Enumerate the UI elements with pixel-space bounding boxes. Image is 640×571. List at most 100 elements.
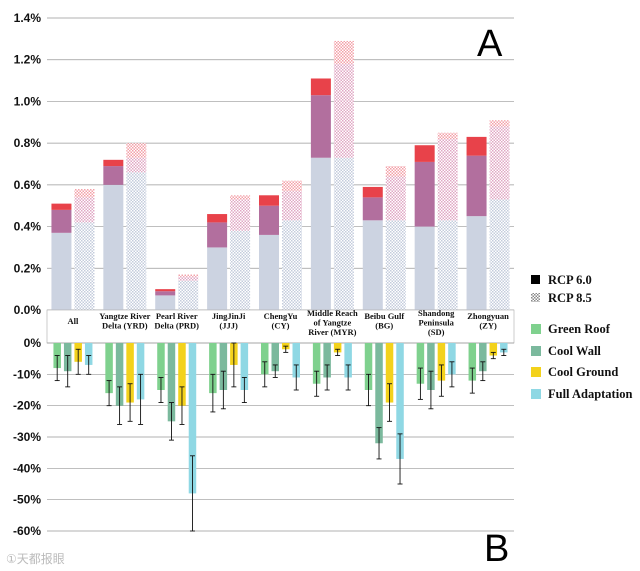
bar-a-s1-c1-seg0 bbox=[126, 172, 147, 310]
category-label-6-0: Beibu Gulf bbox=[364, 311, 404, 321]
category-label-4-1: (CY) bbox=[272, 321, 290, 331]
ytick-a-6: 1.2% bbox=[14, 53, 42, 67]
bar-a-s0-c5-seg0 bbox=[310, 157, 331, 310]
bar-a-s1-c0-seg1 bbox=[74, 197, 95, 223]
legend-b-label-1: Cool Wall bbox=[548, 344, 601, 358]
ytick-a-4: 0.8% bbox=[14, 136, 42, 150]
bar-a-s1-c8-seg2 bbox=[489, 120, 510, 127]
legend-b-swatch-0 bbox=[531, 324, 541, 334]
bar-a-s0-c4-seg1 bbox=[259, 205, 279, 235]
bar-b-s0-c5 bbox=[312, 343, 321, 384]
category-label-1-0: Yangtze River bbox=[99, 311, 150, 321]
bar-a-s1-c7-seg1 bbox=[437, 138, 458, 221]
bar-b-s0-c1 bbox=[105, 343, 113, 394]
bar-a-s0-c8-seg0 bbox=[466, 216, 487, 310]
category-label-5-0: Middle Reach bbox=[307, 308, 358, 318]
bar-b-s1-c7 bbox=[427, 343, 435, 390]
bar-a-s1-c5-seg2 bbox=[333, 40, 354, 64]
bar-a-s0-c0-seg1 bbox=[51, 209, 72, 233]
bar-b-s3-c1 bbox=[136, 343, 145, 400]
category-label-7-0: Shandong bbox=[418, 308, 455, 318]
bar-a-s1-c8-seg0 bbox=[489, 199, 510, 310]
bar-a-s0-c0-seg2 bbox=[51, 203, 72, 210]
bar-b-s3-c3 bbox=[240, 343, 249, 390]
ytick-a-1: 0.2% bbox=[14, 261, 42, 275]
bar-a-s1-c2-seg2 bbox=[178, 274, 199, 277]
bar-a-s1-c5-seg0 bbox=[333, 157, 354, 310]
panel-label-b: B bbox=[484, 528, 509, 570]
bar-a-s1-c1-seg2 bbox=[126, 143, 147, 158]
bar-a-s1-c6-seg1 bbox=[385, 176, 406, 221]
legend-b-swatch-1 bbox=[531, 346, 541, 356]
category-label-8-0: Zhongyuan bbox=[467, 311, 509, 321]
ytick-b-6: -60% bbox=[13, 524, 41, 538]
bar-a-s0-c5-seg1 bbox=[310, 95, 331, 158]
bar-b-s2-c1 bbox=[126, 343, 134, 403]
bar-b-s1-c4 bbox=[271, 343, 279, 372]
bar-a-s1-c3-seg1 bbox=[230, 199, 251, 231]
bar-a-s1-c3-seg0 bbox=[230, 230, 251, 310]
bar-b-s2-c7 bbox=[437, 343, 446, 381]
ytick-a-7: 1.4% bbox=[14, 11, 42, 25]
ytick-b-5: -50% bbox=[13, 493, 41, 507]
bar-b-s0-c2 bbox=[157, 343, 165, 390]
category-label-3-1: (JJJ) bbox=[219, 321, 238, 331]
legend-rcp85-label: RCP 8.5 bbox=[548, 291, 592, 305]
bar-b-s1-c5 bbox=[323, 343, 331, 378]
category-band bbox=[46, 309, 515, 344]
legend-b-label-0: Green Roof bbox=[548, 322, 611, 336]
bar-b-s1-c2 bbox=[167, 343, 176, 422]
bar-a-s0-c8-seg2 bbox=[466, 136, 487, 156]
bar-b-s3-c5 bbox=[344, 343, 352, 378]
bar-a-s0-c5-seg2 bbox=[310, 78, 331, 96]
panel-label-a: A bbox=[477, 23, 503, 65]
bar-b-s1-c1 bbox=[115, 343, 124, 406]
bar-a-s1-c2-seg0 bbox=[178, 280, 199, 310]
bar-a-s1-c6-seg2 bbox=[385, 166, 406, 177]
bar-a-s1-c7-seg0 bbox=[437, 220, 458, 310]
ytick-b-3: -30% bbox=[13, 430, 41, 444]
bar-b-s3-c8 bbox=[500, 343, 508, 353]
bar-b-s0-c4 bbox=[261, 343, 269, 375]
bar-a-s1-c7-seg2 bbox=[437, 132, 458, 139]
category-label-1-1: Delta (YRD) bbox=[102, 321, 148, 331]
bar-a-s1-c8-seg1 bbox=[489, 126, 510, 200]
bar-b-s2-c6 bbox=[385, 343, 394, 403]
bar-a-s0-c2-seg0 bbox=[155, 295, 176, 310]
bar-b-s2-c8 bbox=[489, 343, 498, 356]
bar-a-s0-c3-seg1 bbox=[207, 222, 228, 248]
bar-a-s1-c4-seg2 bbox=[282, 180, 302, 192]
ytick-b-0: 0% bbox=[24, 336, 42, 350]
bar-b-s3-c7 bbox=[448, 343, 456, 375]
bar-a-s0-c3-seg0 bbox=[207, 247, 228, 310]
bar-a-s1-c2-seg1 bbox=[178, 276, 199, 281]
bar-b-s3-c4 bbox=[292, 343, 300, 378]
bar-b-s0-c3 bbox=[209, 343, 217, 394]
category-label-4-0: ChengYu bbox=[264, 311, 298, 321]
ytick-a-2: 0.4% bbox=[14, 220, 42, 234]
ytick-b-2: -20% bbox=[13, 399, 41, 413]
category-label-7-1: Peninsula bbox=[418, 318, 454, 328]
bar-b-s0-c8 bbox=[468, 343, 477, 381]
bar-b-s2-c5 bbox=[333, 343, 342, 353]
ytick-a-5: 1.0% bbox=[14, 94, 42, 108]
bar-a-s0-c0-seg0 bbox=[51, 232, 72, 310]
category-label-3-0: JingJinJi bbox=[212, 311, 246, 321]
bar-a-s0-c4-seg2 bbox=[259, 195, 279, 206]
bar-a-s0-c3-seg2 bbox=[207, 214, 228, 223]
bar-a-s0-c6-seg0 bbox=[362, 220, 383, 310]
bar-a-s0-c7-seg2 bbox=[414, 145, 435, 162]
legend-b-label-3: Full Adaptation bbox=[548, 387, 632, 401]
bar-a-s0-c6-seg1 bbox=[362, 197, 383, 221]
ytick-b-4: -40% bbox=[13, 461, 41, 475]
bar-a-s0-c1-seg2 bbox=[103, 159, 124, 167]
bar-b-s0-c6 bbox=[364, 343, 373, 390]
bar-a-s1-c1-seg1 bbox=[126, 157, 147, 173]
bar-b-s0-c7 bbox=[416, 343, 425, 384]
legend-rcp85-swatch bbox=[531, 293, 540, 302]
bar-a-s1-c3-seg2 bbox=[230, 195, 251, 200]
category-label-7-2: (SD) bbox=[428, 327, 445, 337]
bar-a-s0-c2-seg1 bbox=[155, 291, 176, 296]
bar-a-s0-c8-seg1 bbox=[466, 155, 487, 217]
